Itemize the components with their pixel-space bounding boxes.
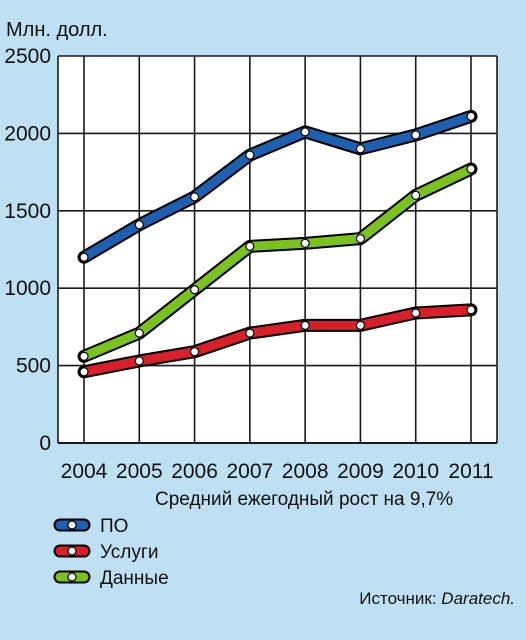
legend: ПО Услуги Данные — [53, 516, 169, 589]
series-1-point-2008 — [300, 320, 310, 330]
x-tick-label-2009: 2009 — [337, 460, 384, 483]
x-tick-label-2008: 2008 — [282, 460, 329, 483]
y-tick-label-500: 500 — [16, 355, 51, 378]
series-0-point-2007 — [245, 150, 255, 160]
series-2-point-2009 — [355, 234, 366, 244]
series-0-point-2005 — [134, 220, 144, 230]
series-0-line — [79, 111, 476, 262]
source-note: Источник: Daratech. — [359, 589, 515, 608]
x-tick-label-2007: 2007 — [226, 460, 273, 483]
series-0-point-2008 — [300, 127, 310, 137]
series-0-point-2011 — [466, 111, 476, 121]
series-1-point-2006 — [189, 347, 200, 357]
legend-item-2: Данные — [53, 568, 169, 589]
y-tick-label-2000: 2000 — [4, 122, 51, 145]
series-1-point-2009 — [355, 320, 366, 330]
legend-item-1-marker — [67, 546, 77, 556]
y-tick-label-2500: 2500 — [4, 45, 51, 68]
series-1-point-2011 — [466, 305, 476, 315]
series-1-point-2005 — [134, 356, 144, 366]
series-2-point-2011 — [466, 164, 476, 174]
series-1-point-2010 — [411, 308, 421, 318]
source-prefix: Источник: — [359, 589, 441, 608]
y-axis: 0 500 1000 1500 2000 2500 — [4, 45, 51, 455]
series-layer — [77, 109, 478, 379]
source-name: Daratech. — [441, 589, 515, 608]
series-1-point-2007 — [245, 328, 255, 338]
x-tick-label-2006: 2006 — [171, 460, 218, 483]
series-2-point-2008 — [300, 238, 310, 248]
y-tick-label-1500: 1500 — [4, 200, 51, 223]
legend-item-0-label: ПО — [100, 516, 128, 537]
series-2-point-2006 — [189, 285, 200, 295]
series-0-point-2009 — [355, 144, 366, 154]
x-axis: 2004 2005 2006 2007 2008 2009 2010 2011 — [61, 460, 494, 483]
legend-item-0-marker — [67, 520, 77, 530]
series-2-point-2005 — [134, 328, 144, 338]
growth-subtitle: Средний ежегодный рост на 9,7% — [155, 489, 453, 510]
x-tick-label-2004: 2004 — [61, 460, 108, 483]
legend-item-0: ПО — [53, 516, 128, 537]
legend-item-2-label: Данные — [100, 568, 169, 589]
series-2-point-2007 — [245, 241, 255, 252]
x-tick-label-2010: 2010 — [392, 460, 439, 483]
series-0-point-2004 — [79, 252, 89, 262]
legend-item-1: Услуги — [53, 542, 158, 563]
series-2-point-2004 — [79, 351, 89, 361]
x-tick-label-2005: 2005 — [116, 460, 163, 483]
y-tick-label-0: 0 — [39, 432, 51, 455]
series-1-point-2004 — [79, 367, 89, 377]
series-2-line — [79, 164, 476, 361]
series-2-point-2010 — [411, 190, 421, 200]
legend-item-2-marker — [67, 572, 77, 582]
legend-item-1-label: Услуги — [100, 542, 158, 563]
x-tick-label-2011: 2011 — [448, 460, 493, 483]
series-0-point-2006 — [189, 192, 200, 202]
series-0-point-2010 — [411, 130, 421, 140]
y-tick-label-1000: 1000 — [4, 277, 51, 300]
series-1-line — [79, 305, 476, 377]
y-axis-label: Млн. долл. — [6, 19, 108, 41]
